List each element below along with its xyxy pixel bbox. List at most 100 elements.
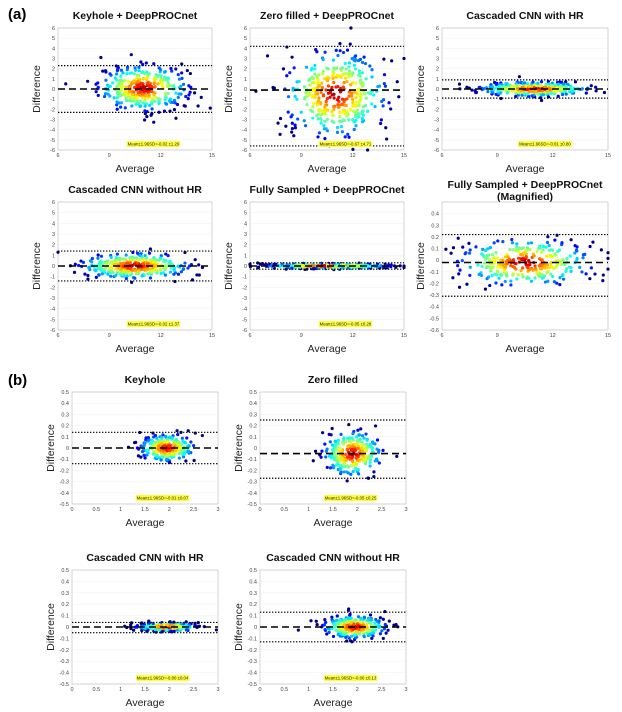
y-tick-label: -6 <box>50 148 55 154</box>
chart-a2: Zero filled + DeepPROCnet-6-5-4-3-2-1012… <box>223 10 407 175</box>
data-point <box>149 258 153 262</box>
data-point <box>290 126 294 131</box>
data-point <box>357 73 361 77</box>
x-axis-label: Average <box>126 517 165 529</box>
chart-title: Cascaded CNN with HR <box>86 552 204 564</box>
data-point <box>487 253 491 257</box>
y-tick-label: -0.5 <box>248 682 257 688</box>
data-point <box>347 135 351 139</box>
data-point <box>510 237 514 242</box>
data-point <box>94 90 98 94</box>
data-point <box>521 275 525 279</box>
data-point <box>397 95 401 99</box>
data-point <box>538 264 542 268</box>
data-point <box>336 53 340 58</box>
y-tick-label: -1 <box>50 275 55 281</box>
y-tick-label: -5 <box>50 317 55 323</box>
data-point <box>549 248 553 252</box>
data-point <box>332 96 336 100</box>
data-point <box>501 240 505 244</box>
data-point <box>368 458 373 462</box>
data-point <box>180 71 184 75</box>
data-point <box>272 86 276 90</box>
data-point <box>556 94 560 98</box>
data-point <box>529 241 534 245</box>
data-point <box>177 452 181 456</box>
y-tick-label: 0 <box>66 446 69 452</box>
data-point <box>581 256 585 260</box>
data-point <box>352 127 356 132</box>
data-point <box>64 82 68 86</box>
data-point <box>129 627 133 631</box>
data-point <box>539 250 544 254</box>
stats-note: Mean±1.96SD=-0.05 ±0.28 <box>320 322 372 327</box>
data-point <box>371 634 375 638</box>
y-tick-label: -6 <box>242 328 247 334</box>
data-point <box>303 97 307 101</box>
data-point <box>606 251 610 255</box>
data-point <box>549 84 553 88</box>
data-point <box>496 256 500 260</box>
data-point <box>153 263 157 267</box>
data-point <box>163 70 167 74</box>
data-point <box>351 71 355 75</box>
data-point <box>114 273 118 278</box>
data-point <box>129 272 134 276</box>
data-point <box>362 634 366 639</box>
data-point <box>163 91 168 95</box>
y-tick-label: -0.2 <box>60 648 69 654</box>
data-point <box>83 272 87 276</box>
data-point <box>290 121 294 125</box>
data-point <box>364 623 369 627</box>
data-point <box>169 66 173 71</box>
data-point <box>152 444 156 448</box>
data-point <box>136 91 140 95</box>
data-point <box>125 68 129 72</box>
data-point <box>346 471 350 475</box>
data-point <box>338 119 342 123</box>
chart-a1: Keyhole + DeepPROCnet-6-5-4-3-2-10123456… <box>31 10 215 175</box>
data-point <box>343 61 347 66</box>
data-point <box>360 112 365 116</box>
data-point <box>183 261 187 265</box>
data-point <box>185 436 189 440</box>
data-point <box>360 440 364 444</box>
y-tick-label: -0.3 <box>248 659 257 665</box>
data-point <box>477 272 481 276</box>
data-point <box>158 97 162 101</box>
data-point <box>351 462 355 467</box>
data-point <box>357 69 361 73</box>
data-point <box>379 118 383 122</box>
data-point <box>573 80 578 84</box>
y-tick-label: -5 <box>242 317 247 323</box>
data-point <box>119 88 123 92</box>
stats-note: Mean±1.96SD=-0.02 ±1.29 <box>128 142 180 147</box>
data-point <box>365 442 369 446</box>
x-tick-label: 2 <box>356 507 359 513</box>
data-point <box>136 83 140 88</box>
data-point <box>154 95 158 99</box>
data-point <box>532 254 536 258</box>
data-point <box>370 618 374 622</box>
data-point <box>147 103 152 108</box>
data-point <box>315 50 319 54</box>
x-tick-label: 1.5 <box>141 687 149 693</box>
data-point <box>519 89 523 93</box>
data-point <box>533 266 538 271</box>
data-point <box>341 50 346 55</box>
data-point <box>152 449 156 453</box>
data-point <box>337 105 341 109</box>
y-tick-label: 0.5 <box>61 390 69 396</box>
data-point <box>334 628 338 632</box>
y-axis-label: Difference <box>223 65 235 113</box>
data-point <box>527 84 531 88</box>
data-point <box>355 439 359 443</box>
data-point <box>342 80 346 85</box>
data-point <box>337 463 341 467</box>
data-point <box>371 441 375 445</box>
data-point <box>325 97 329 101</box>
y-tick-label: 0.2 <box>61 424 69 430</box>
x-tick-label: 9 <box>108 153 111 159</box>
data-point <box>162 259 166 263</box>
data-point <box>373 424 378 428</box>
